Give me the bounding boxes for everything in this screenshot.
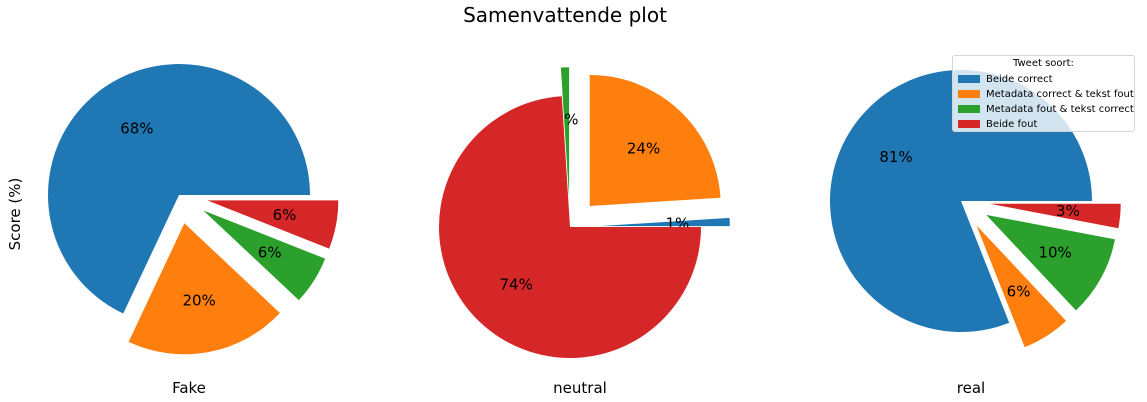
legend-swatch	[958, 120, 980, 128]
pie-slice-metadata-correct-tekst-fout	[589, 74, 721, 206]
legend-label: Beide fout	[986, 118, 1038, 130]
legend: Tweet soort: Beide correct Metadata corr…	[952, 55, 1135, 132]
pie-real: 81% 6% 10% 3% real	[829, 70, 1121, 397]
pie-xlabel: real	[957, 379, 985, 397]
pie-slice-metadata-fout-tekst-correct	[560, 67, 570, 199]
pie-slice-beide-fout	[207, 200, 339, 249]
pie-slice-beide-correct	[829, 70, 1092, 333]
slice-percent-label: 68%	[120, 120, 153, 138]
slice-percent-label: 74%	[500, 275, 533, 293]
legend-title: Tweet soort:	[1013, 58, 1074, 69]
slice-percent-label: 81%	[879, 148, 912, 166]
legend-swatch	[958, 90, 980, 98]
legend-item-beide-fout: Beide fout	[958, 117, 1037, 131]
slice-percent-label: 6%	[1007, 283, 1031, 301]
pie-slice-metadata-correct-tekst-fout	[128, 223, 280, 355]
pie-fake: 68% 20% 6% 6% Fake	[47, 64, 339, 397]
pie-slice-metadata-fout-tekst-correct	[986, 214, 1115, 311]
pie-slice-beide-correct	[598, 217, 730, 227]
pie-slice-metadata-fout-tekst-correct	[203, 210, 326, 301]
slice-percent-label: 20%	[182, 292, 215, 310]
pie-xlabel: neutral	[553, 379, 607, 397]
slice-percent-label: 6%	[258, 244, 282, 262]
slice-percent-label: 24%	[627, 140, 660, 158]
y-axis-label: Score (%)	[6, 178, 24, 251]
pie-slice-beide-correct	[47, 64, 310, 314]
chart-title: Samenvattende plot	[463, 3, 667, 27]
legend-swatch	[958, 105, 980, 113]
pie-slice-metadata-correct-tekst-fout	[976, 225, 1067, 348]
slice-percent-label: 10%	[1038, 244, 1071, 262]
slice-percent-label: 3%	[1056, 202, 1080, 220]
pie-slice-beide-fout	[439, 96, 701, 359]
legend-label: Metadata correct & tekst fout	[986, 88, 1134, 100]
legend-item-metadata-fout-tekst-correct: Metadata fout & tekst correct	[958, 102, 1134, 116]
pie-xlabel: Fake	[172, 379, 206, 397]
legend-item-beide-correct: Beide correct	[958, 72, 1052, 86]
pie-charts: 68%20%6%6%Fake1%24%1%74%neutral81%6%10%3…	[47, 64, 1121, 397]
legend-item-metadata-correct-tekst-fout: Metadata correct & tekst fout	[958, 87, 1134, 101]
legend-label: Beide correct	[986, 73, 1053, 85]
legend-label: Metadata fout & tekst correct	[986, 103, 1134, 115]
legend-swatch	[958, 75, 980, 83]
pie-neutral: 1%24%1%74%neutral	[439, 67, 730, 397]
pie-slice-beide-fout	[989, 203, 1121, 229]
slice-percent-label: 6%	[273, 206, 297, 224]
